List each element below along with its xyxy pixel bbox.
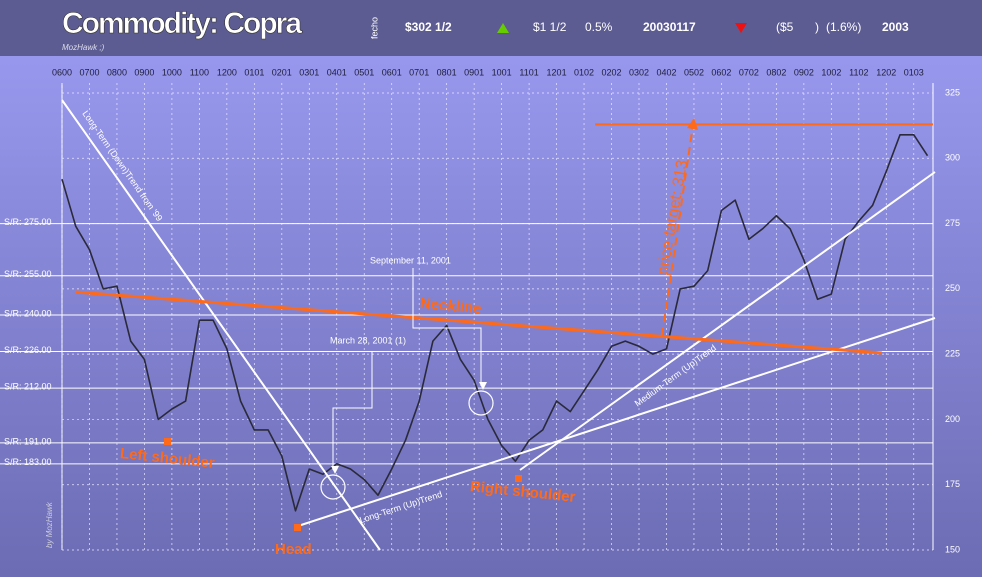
x-tick-label: 0701 bbox=[409, 67, 429, 77]
sr-label: S/R: 240.00 bbox=[4, 308, 52, 318]
chart-title: Commodity: Copra bbox=[62, 7, 302, 40]
y-tick-label: 275 bbox=[945, 218, 960, 228]
up-icon bbox=[497, 23, 509, 33]
year: 2003 bbox=[882, 20, 909, 34]
x-tick-label: 0103 bbox=[904, 67, 924, 77]
down-icon bbox=[735, 23, 747, 33]
x-tick-label: 0900 bbox=[134, 67, 154, 77]
x-tick-label: 0301 bbox=[299, 67, 319, 77]
y-tick-label: 300 bbox=[945, 153, 960, 163]
change-pct: 0.5% bbox=[585, 20, 613, 34]
downtrend-line bbox=[61, 99, 381, 551]
x-tick-label: 0201 bbox=[272, 67, 292, 77]
x-tick-label: 0501 bbox=[354, 67, 374, 77]
x-tick-label: 1000 bbox=[162, 67, 182, 77]
x-tick-label: 1101 bbox=[519, 67, 538, 77]
x-tick-label: 0700 bbox=[79, 67, 99, 77]
march-circle bbox=[320, 474, 346, 500]
x-tick-label: 0802 bbox=[766, 67, 786, 77]
y-tick-label: 200 bbox=[945, 414, 960, 424]
x-tick-label: 0602 bbox=[711, 67, 731, 77]
march-callout bbox=[331, 352, 373, 474]
x-tick-label: 0600 bbox=[52, 67, 72, 77]
y-tick-label: 150 bbox=[945, 544, 960, 554]
right-marker bbox=[515, 475, 522, 482]
change: $1 1/2 bbox=[533, 20, 567, 34]
head-label: Head bbox=[275, 541, 312, 558]
header bbox=[0, 0, 982, 56]
sr-label: S/R: 255.00 bbox=[4, 269, 52, 279]
medium-trend-line bbox=[519, 171, 936, 471]
x-tick-label: 0101 bbox=[244, 67, 264, 77]
subtitle: MozHawk ;) bbox=[62, 43, 105, 52]
x-tick-label: 0202 bbox=[602, 67, 622, 77]
sept-label: September 11, 2001 bbox=[370, 255, 451, 265]
x-tick-label: 1202 bbox=[876, 67, 896, 77]
x-tick-label: 0800 bbox=[107, 67, 127, 77]
y-tick-label: 225 bbox=[945, 349, 960, 359]
sept-callout bbox=[412, 268, 487, 390]
x-tick-label: 0401 bbox=[327, 67, 347, 77]
year-change-pct: (1.6%) bbox=[826, 20, 861, 34]
x-tick-label: 0702 bbox=[739, 67, 759, 77]
x-tick-label: 1002 bbox=[821, 67, 841, 77]
year-change-close: ) bbox=[815, 20, 819, 34]
date: 20030117 bbox=[643, 20, 696, 34]
price-line bbox=[61, 134, 929, 512]
x-tick-label: 1200 bbox=[217, 67, 237, 77]
sr-label: S/R: 183.00 bbox=[4, 457, 52, 467]
x-tick-label: 0102 bbox=[574, 67, 594, 77]
x-tick-label: 1001 bbox=[492, 67, 512, 77]
x-tick-label: 0402 bbox=[656, 67, 676, 77]
header-label: fecho bbox=[369, 17, 379, 39]
price: $302 1/2 bbox=[405, 20, 452, 34]
x-tick-label: 0901 bbox=[464, 67, 484, 77]
x-tick-label: 0801 bbox=[437, 67, 457, 77]
left-marker bbox=[164, 438, 171, 445]
sr-label: S/R: 275.00 bbox=[4, 217, 52, 227]
x-tick-label: 0902 bbox=[794, 67, 814, 77]
sr-label: S/R: 212.00 bbox=[4, 381, 52, 391]
y-tick-label: 175 bbox=[945, 479, 960, 489]
x-tick-label: 0502 bbox=[684, 67, 704, 77]
x-tick-label: 1102 bbox=[849, 67, 868, 77]
head-marker bbox=[294, 524, 301, 531]
y-tick-label: 250 bbox=[945, 283, 960, 293]
sr-label: S/R: 226.00 bbox=[4, 345, 52, 355]
x-tick-label: 1100 bbox=[190, 67, 209, 77]
x-tick-label: 0601 bbox=[382, 67, 402, 77]
x-tick-label: 0302 bbox=[629, 67, 649, 77]
uptrend-line bbox=[294, 317, 936, 528]
year-change: ($5 bbox=[776, 20, 794, 34]
author: by MozHawk bbox=[45, 501, 54, 548]
x-tick-label: 1201 bbox=[547, 67, 567, 77]
neckline-label: Neckline bbox=[419, 295, 482, 317]
sept-circle bbox=[468, 390, 494, 416]
target-arrow bbox=[661, 124, 694, 336]
march-label: March 28, 2001 (1) bbox=[330, 335, 406, 345]
y-tick-label: 325 bbox=[945, 87, 960, 97]
plot: 0600 0700 0800 0900 1000 1100 1200 0101 0201 0301… bbox=[0, 67, 960, 554]
neckline bbox=[74, 290, 883, 355]
sr-label: S/R: 191.00 bbox=[4, 436, 52, 446]
target-arrowhead bbox=[687, 118, 698, 130]
